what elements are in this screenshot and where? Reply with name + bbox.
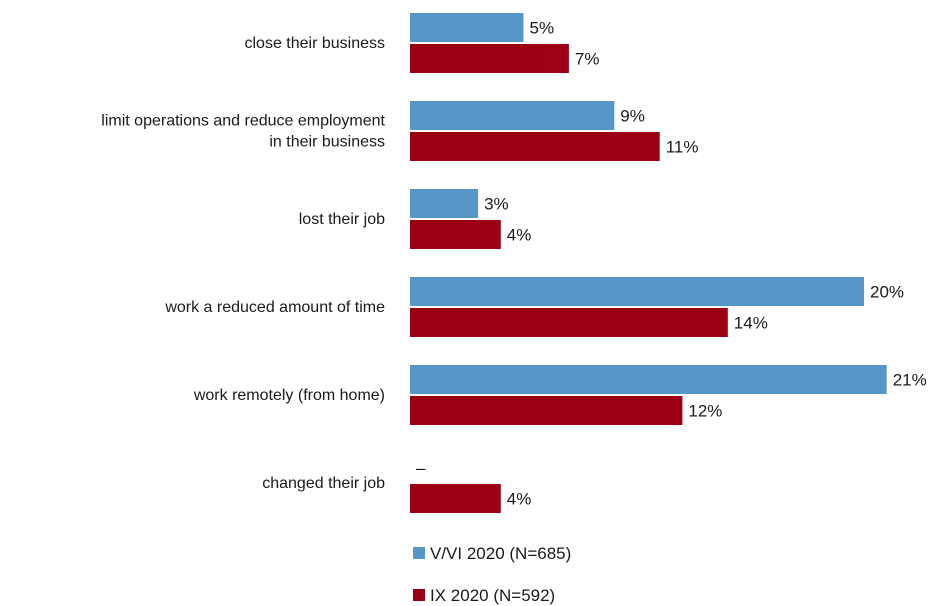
- category-labels: close their business limit operations and…: [101, 35, 385, 492]
- value-label-v-vi-2020-4: 21%: [893, 371, 927, 390]
- legend-label-ix-2020: IX 2020 (N=592): [430, 586, 555, 605]
- legend-swatch-v-vi-2020: [413, 547, 425, 559]
- bar-v-vi-2020-2: [410, 189, 479, 218]
- bar-ix-2020-2: [410, 220, 501, 249]
- bar-ix-2020-5: [410, 484, 501, 513]
- value-label-ix-2020-3: 14%: [734, 314, 768, 333]
- legend-label-v-vi-2020: V/VI 2020 (N=685): [430, 544, 571, 563]
- legend-swatch-ix-2020: [413, 589, 425, 601]
- bar-ix-2020-4: [410, 396, 683, 425]
- value-label-ix-2020-1: 11%: [666, 138, 699, 157]
- bars-group: [410, 13, 887, 513]
- category-label-2: lost their job: [299, 211, 385, 228]
- value-label-ix-2020-4: 12%: [688, 402, 722, 421]
- category-label-5: changed their job: [262, 475, 385, 492]
- bar-ix-2020-1: [410, 132, 660, 161]
- value-label-v-vi-2020-0: 5%: [530, 19, 555, 38]
- value-label-v-vi-2020-5: –: [416, 459, 426, 478]
- value-label-v-vi-2020-1: 9%: [620, 107, 645, 126]
- value-label-v-vi-2020-3: 20%: [870, 283, 904, 302]
- category-label-3: work a reduced amount of time: [164, 299, 385, 316]
- category-label-1: limit operations and reduce employment in…: [101, 113, 385, 151]
- value-label-ix-2020-5: 4%: [507, 490, 532, 509]
- bar-v-vi-2020-3: [410, 277, 864, 306]
- bar-v-vi-2020-4: [410, 365, 887, 394]
- value-label-ix-2020-0: 7%: [575, 50, 600, 69]
- bar-v-vi-2020-0: [410, 13, 524, 42]
- value-labels: 5% 7% 9% 11% 3% 4% 20% 14% 21% 12% – 4%: [416, 19, 927, 509]
- value-label-ix-2020-2: 4%: [507, 226, 532, 245]
- category-label-0: close their business: [244, 35, 385, 52]
- bar-v-vi-2020-1: [410, 101, 615, 130]
- category-label-4: work remotely (from home): [193, 387, 385, 404]
- legend: V/VI 2020 (N=685) IX 2020 (N=592): [413, 544, 571, 605]
- bar-ix-2020-3: [410, 308, 728, 337]
- bar-ix-2020-0: [410, 44, 569, 73]
- value-label-v-vi-2020-2: 3%: [484, 195, 509, 214]
